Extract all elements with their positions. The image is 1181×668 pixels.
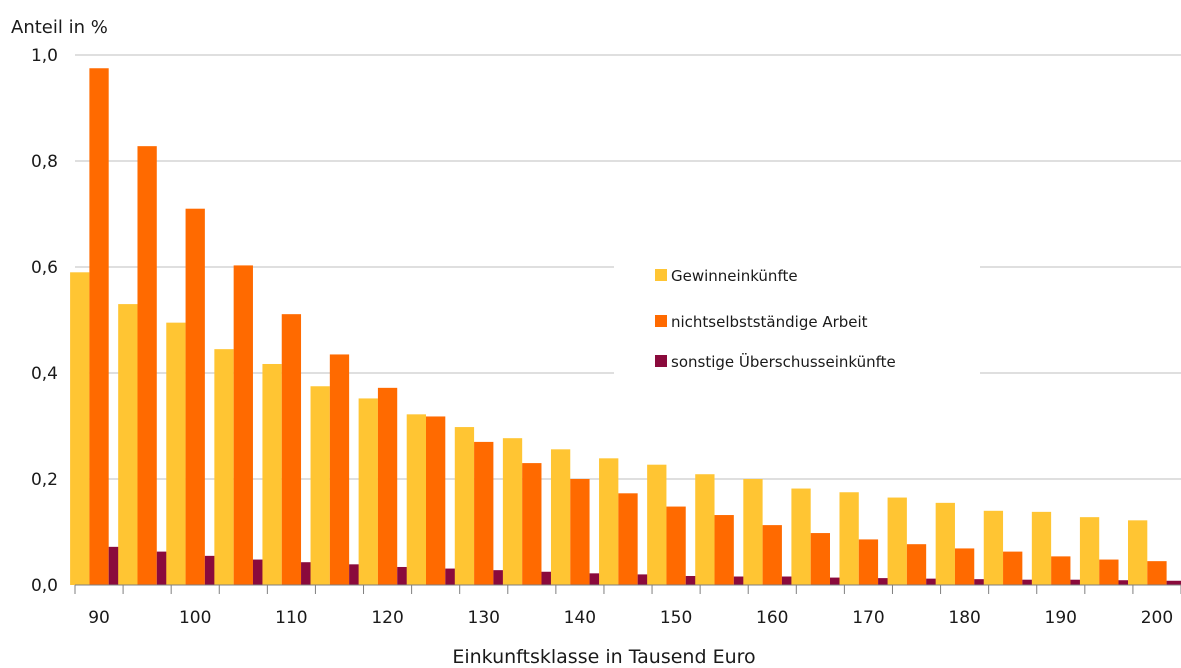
bar bbox=[358, 398, 378, 585]
bar bbox=[522, 463, 542, 585]
bar bbox=[377, 387, 398, 585]
bar bbox=[214, 349, 234, 585]
bar bbox=[858, 539, 879, 585]
bar bbox=[550, 449, 571, 585]
bar bbox=[406, 414, 427, 585]
bar bbox=[791, 488, 811, 585]
x-tick-label: 90 bbox=[88, 608, 110, 628]
x-tick-label: 140 bbox=[564, 608, 596, 628]
x-tick-label: 110 bbox=[275, 608, 307, 628]
legend-swatch bbox=[655, 355, 667, 367]
bar bbox=[983, 510, 1004, 585]
x-tick-label: 130 bbox=[468, 608, 500, 628]
bar bbox=[839, 492, 859, 585]
bar bbox=[1031, 511, 1052, 585]
x-tick-label: 150 bbox=[660, 608, 692, 628]
x-tick-label: 120 bbox=[371, 608, 403, 628]
bar bbox=[1128, 520, 1148, 585]
bar bbox=[935, 502, 955, 585]
bar bbox=[262, 363, 282, 585]
legend-label: nichtselbstständige Arbeit bbox=[671, 313, 868, 331]
bar bbox=[906, 544, 927, 585]
x-tick-label: 160 bbox=[756, 608, 788, 628]
y-tick-label: 0,8 bbox=[31, 152, 58, 172]
x-tick-label: 190 bbox=[1045, 608, 1077, 628]
bar bbox=[743, 479, 763, 585]
bar bbox=[1051, 556, 1071, 585]
y-tick-label: 0,6 bbox=[31, 258, 58, 278]
bar bbox=[714, 515, 734, 585]
bars bbox=[70, 68, 1181, 585]
bar bbox=[1147, 561, 1167, 585]
y-tick-label: 0,4 bbox=[31, 364, 58, 384]
bar bbox=[887, 497, 907, 585]
legend-background bbox=[614, 250, 980, 380]
bar bbox=[137, 146, 157, 585]
bar bbox=[502, 438, 523, 585]
bar bbox=[1079, 517, 1100, 585]
bar bbox=[810, 533, 830, 585]
x-tick-label: 170 bbox=[852, 608, 884, 628]
bar bbox=[233, 265, 253, 585]
bar bbox=[118, 304, 138, 585]
bar bbox=[185, 208, 205, 585]
bar bbox=[599, 458, 619, 585]
y-tick-label: 1,0 bbox=[31, 46, 58, 66]
y-tick-label: 0,2 bbox=[31, 470, 58, 490]
bar bbox=[1099, 559, 1119, 585]
legend-label: Gewinneinkünfte bbox=[671, 267, 798, 285]
legend: Gewinneinkünfte nichtselbstständige Arbei… bbox=[614, 250, 980, 380]
x-axis-label: Einkunftsklasse in Tausend Euro bbox=[452, 646, 755, 668]
y-axis-label: Anteil in % bbox=[11, 17, 108, 38]
bar bbox=[474, 441, 494, 585]
bar bbox=[762, 525, 782, 585]
legend-swatch bbox=[655, 269, 667, 281]
bar bbox=[570, 479, 590, 585]
bar bbox=[426, 416, 446, 585]
bar bbox=[454, 427, 475, 585]
bar bbox=[281, 314, 302, 585]
legend-swatch bbox=[655, 315, 667, 327]
bar bbox=[1003, 551, 1023, 585]
legend-label: sonstige Überschusseinkünfte bbox=[671, 352, 896, 371]
bar bbox=[89, 68, 109, 585]
x-tick-label: 200 bbox=[1141, 608, 1173, 628]
bar bbox=[618, 493, 638, 585]
bar bbox=[695, 474, 715, 585]
x-tick-label: 100 bbox=[179, 608, 211, 628]
bar bbox=[310, 386, 330, 585]
bar bbox=[166, 322, 186, 585]
bar bbox=[666, 506, 686, 585]
y-tick-label: 0,0 bbox=[31, 576, 58, 596]
x-axis-ticks: 90 100 110 120 130 140 150 160 170 180 190 200 bbox=[74, 585, 1181, 628]
bar bbox=[1166, 580, 1181, 585]
x-tick-label: 180 bbox=[948, 608, 980, 628]
bar bbox=[329, 354, 350, 585]
bar bbox=[647, 464, 667, 585]
bar bbox=[954, 548, 975, 585]
bar bbox=[70, 272, 90, 585]
y-axis-ticks: 0,0 0,2 0,4 0,6 0,8 1,0 bbox=[31, 46, 58, 596]
